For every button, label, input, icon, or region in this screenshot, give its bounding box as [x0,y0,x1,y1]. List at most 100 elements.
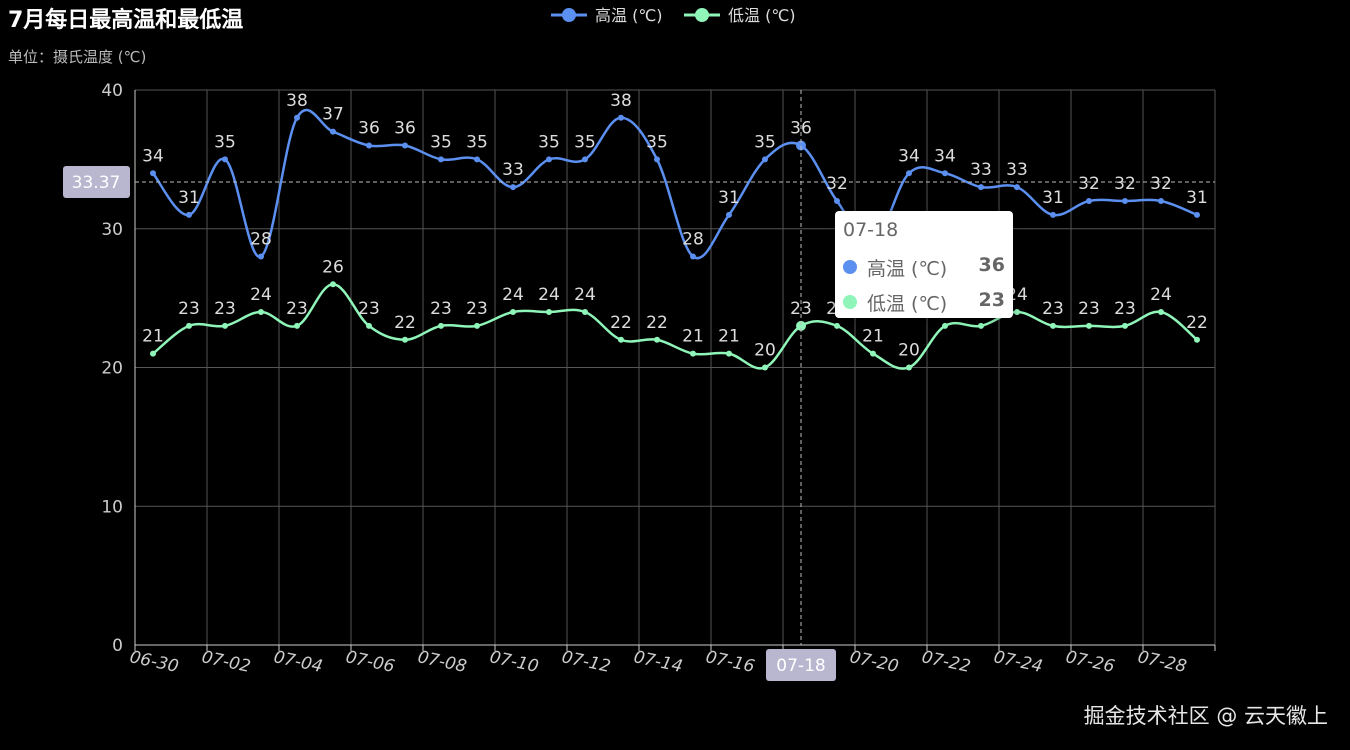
data-point-high [942,170,948,177]
data-label-low: 24 [502,285,524,305]
tooltip-low-name: 低温 (℃) [867,293,948,315]
data-label-high: 28 [682,230,704,250]
data-point-low [870,350,876,357]
data-point-high [258,253,264,260]
data-point-low [906,364,912,371]
data-point-high [546,156,552,163]
crosshair-x-badge [766,649,836,681]
tooltip-high-name: 高温 (℃) [867,258,948,280]
data-point-high [474,156,480,163]
data-point-high [762,156,768,163]
legend-item-high[interactable]: 高温 (℃) [551,6,663,25]
data-label-high: 35 [754,132,776,152]
data-label-high: 31 [718,188,740,208]
data-point-low [796,320,806,331]
data-label-high: 34 [142,146,164,166]
data-label-high: 32 [1114,174,1136,194]
data-point-high [654,156,660,163]
data-label-low: 23 [178,299,200,319]
data-point-high [1050,211,1056,218]
crosshair-x-label: 07-18 [776,656,825,676]
data-point-high [1086,198,1092,204]
data-label-high: 28 [250,230,272,250]
data-label-low: 21 [682,327,704,347]
x-tick-label: 07-04 [272,647,324,677]
data-point-high [906,170,912,177]
watermark: 掘金技术社区 @ 云天徽上 [1083,704,1328,728]
data-label-low: 26 [322,257,344,277]
data-point-low [330,281,336,288]
tooltip-row-low: 低温 (℃) 23 [843,289,1005,315]
data-label-high: 35 [646,132,668,152]
data-point-low [690,350,696,357]
crosshair-y-badge [63,165,130,198]
data-label-high: 32 [826,174,848,194]
data-label-low: 24 [538,285,560,305]
data-label-high: 35 [574,132,596,152]
data-label-high: 38 [610,91,632,111]
data-point-low [402,336,408,343]
data-label-low: 23 [430,299,452,319]
data-point-high [1158,198,1164,204]
legend-label: 高温 (℃) [595,6,663,25]
data-point-low [726,350,732,357]
data-point-low [1086,322,1092,329]
x-tick-label: 07-10 [488,647,540,677]
data-label-high: 33 [1006,160,1028,180]
data-point-low [654,336,660,343]
data-point-low [942,322,948,329]
data-point-low [222,322,228,329]
data-label-high: 34 [934,146,956,166]
crosshair-y-label: 33.37 [72,173,121,193]
data-label-low: 21 [718,327,740,347]
data-label-low: 23 [214,299,236,319]
tooltip-high-dot-icon [843,260,857,274]
y-tick-label: 40 [101,81,123,101]
data-point-low [1050,322,1056,329]
data-point-low [186,322,192,329]
data-point-high [294,114,300,121]
data-point-low [294,322,300,329]
data-point-high [510,184,516,191]
data-point-low [1014,309,1020,315]
legend-dot-icon [695,8,709,22]
data-label-high: 38 [286,91,308,111]
data-point-low [582,309,588,315]
legend-label: 低温 (℃) [728,6,796,25]
data-label-high: 31 [178,188,200,208]
data-point-low [1122,322,1128,329]
data-point-high [796,140,806,151]
legend-dot-icon [562,8,576,22]
chart-subtitle: 单位：摄氏温度 (℃) [8,48,147,66]
data-label-high: 36 [394,119,416,139]
data-label-low: 21 [862,327,884,347]
data-point-high [978,184,984,191]
x-tick-label: 07-02 [200,647,252,677]
data-label-high: 34 [898,146,920,166]
data-point-low [978,322,984,329]
data-point-high [1122,198,1128,204]
data-label-low: 24 [250,285,272,305]
data-point-low [150,350,156,357]
data-point-low [834,322,840,329]
x-tick-label: 07-22 [920,647,972,677]
y-tick-label: 20 [101,359,123,379]
data-point-low [1194,336,1200,343]
legend-item-low[interactable]: 低温 (℃) [684,6,796,25]
data-point-high [726,211,732,218]
data-label-high: 33 [502,160,524,180]
data-point-low [618,336,624,343]
x-tick-label: 07-06 [344,647,397,677]
data-point-high [222,156,228,163]
data-point-low [762,364,768,371]
tooltip-low-dot-icon [843,295,857,309]
data-label-high: 35 [430,132,452,152]
x-tick-label: 07-26 [1064,647,1117,677]
x-tick-label: 07-20 [848,647,900,677]
y-tick-label: 30 [101,220,123,240]
tooltip-high-value: 36 [978,254,1005,276]
y-tick-label: 0 [112,636,123,656]
tooltip-low-value: 23 [978,289,1005,311]
data-label-high: 35 [466,132,488,152]
